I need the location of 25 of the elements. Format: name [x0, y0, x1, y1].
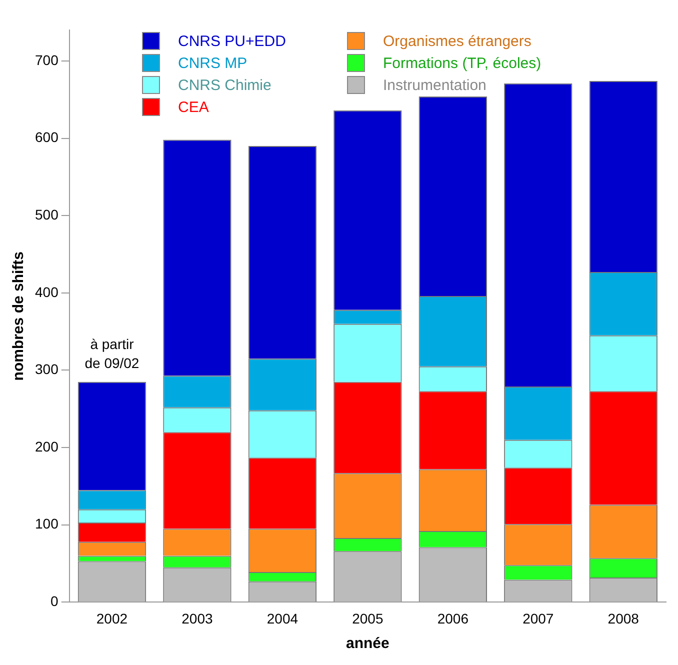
y-tick-label: 400	[35, 284, 59, 300]
x-tick-label: 2005	[352, 610, 384, 626]
x-tick-label: 2004	[266, 610, 298, 626]
x-tick-label: 2008	[608, 610, 640, 626]
y-tick-label: 200	[35, 438, 59, 454]
legend-label: CNRS Chimie	[178, 76, 272, 94]
legend-label: Instrumentation	[383, 76, 486, 94]
legend-label: CNRS PU+EDD	[178, 32, 286, 50]
y-tick-label: 500	[35, 206, 59, 222]
x-tick-label: 2006	[437, 610, 469, 626]
y-tick-label: 0	[50, 593, 59, 610]
x-tick-label: 2002	[96, 610, 128, 626]
legend-label: CEA	[178, 98, 209, 116]
y-tick-label: 600	[35, 129, 59, 146]
legend-label: Organismes étrangers	[383, 32, 532, 50]
y-tick-label: 300	[35, 361, 59, 378]
annotation: à partir de 09/02	[84, 336, 140, 371]
y-tick-label: 700	[35, 52, 59, 68]
x-tick-label: 2007	[522, 610, 554, 626]
legend-label: CNRS MP	[178, 54, 248, 72]
legend-label: Formations (TP, écoles)	[383, 54, 542, 72]
x-tick-label: 2003	[182, 610, 213, 626]
y-axis-title: nombres de shifts	[10, 252, 28, 381]
x-axis-title: année	[346, 635, 390, 652]
y-tick-label: 100	[35, 516, 59, 532]
